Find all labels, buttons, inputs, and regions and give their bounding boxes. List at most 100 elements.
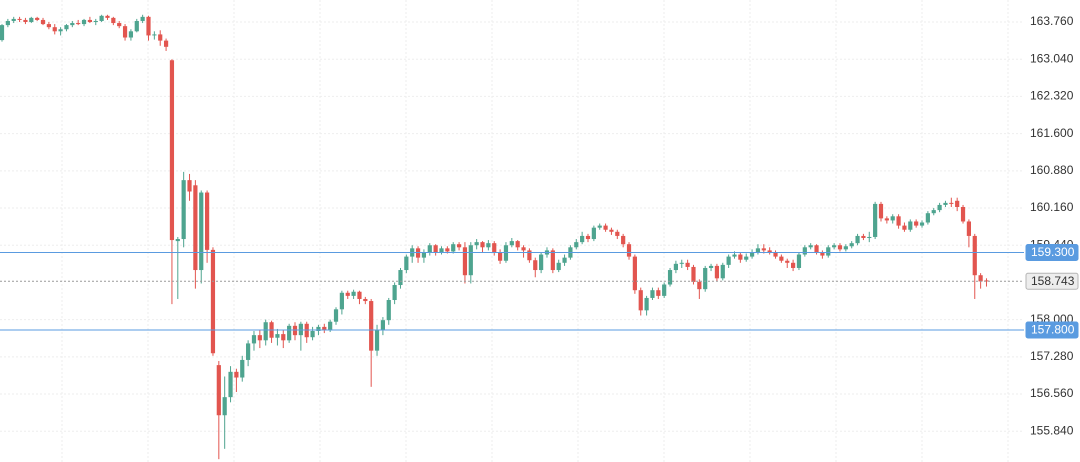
candle-body (832, 245, 837, 248)
candle-body (662, 284, 667, 296)
candle-body (908, 221, 913, 230)
y-tick-label: 161.600 (1030, 126, 1074, 140)
candle-body (275, 334, 280, 338)
candle-body (656, 290, 661, 296)
candle-body (52, 27, 57, 32)
candle-body (369, 301, 374, 351)
y-tick-label: 157.280 (1030, 349, 1074, 363)
candle-body (632, 256, 637, 291)
candle-body (867, 236, 872, 239)
candle-body (791, 262, 796, 268)
candle-body (949, 202, 954, 204)
candle-body (679, 262, 684, 264)
candle-body (158, 34, 163, 41)
candle-body (691, 266, 696, 282)
candle-body (603, 225, 608, 230)
candle-body (896, 216, 901, 226)
candle-body (621, 235, 626, 245)
candle-body (70, 23, 75, 26)
candle-body (849, 243, 854, 247)
candle-body (960, 206, 966, 222)
candle-body (884, 218, 889, 221)
y-tick-label: 162.320 (1030, 89, 1074, 103)
candle-body (814, 245, 819, 253)
candle-body (486, 243, 491, 248)
candle-body (492, 243, 497, 253)
candle-body (966, 221, 971, 236)
price-label: 157.800 (1031, 323, 1075, 337)
candle-body (433, 245, 438, 253)
candle-body (978, 275, 983, 282)
candle-body (714, 265, 720, 279)
candle-body (152, 34, 157, 36)
y-tick-label: 163.760 (1030, 14, 1074, 28)
candle-body (339, 292, 344, 310)
candle-body (609, 229, 614, 232)
candle-body (468, 245, 473, 276)
candle-body (105, 15, 110, 18)
candle-body (316, 326, 321, 332)
candle-body (550, 250, 555, 271)
candle-body (111, 17, 116, 24)
candle-body (873, 203, 878, 237)
candle-body (122, 26, 128, 38)
candle-body (562, 257, 567, 263)
candle-body (427, 245, 432, 253)
candle-body (257, 335, 262, 341)
candle-body (146, 16, 151, 36)
candle-body (451, 244, 456, 252)
candle-body (456, 244, 462, 248)
candle-body (404, 256, 409, 271)
candle-body (480, 242, 485, 248)
candle-body (738, 254, 743, 260)
candle-body (310, 331, 315, 338)
candle-body (673, 263, 678, 271)
candle-body (439, 248, 444, 253)
candle-body (40, 19, 46, 25)
candle-body (837, 245, 843, 250)
candle-body (246, 343, 251, 360)
candle-body (931, 210, 936, 214)
candle-body (421, 252, 427, 258)
candle-body (175, 239, 180, 242)
price-label-box (1025, 272, 1079, 290)
candle-body (117, 23, 122, 27)
candle-body (93, 20, 98, 23)
candle-body (644, 297, 649, 311)
candle-body (398, 270, 403, 286)
candle-body (304, 323, 309, 338)
candle-body (744, 256, 749, 260)
candle-body (216, 365, 221, 416)
candle-body (697, 281, 702, 290)
candle-body (943, 202, 948, 205)
candle-body (527, 250, 532, 261)
candle-body (292, 325, 298, 336)
candle-body (755, 248, 761, 253)
candle-body (597, 225, 602, 228)
candle-body (826, 247, 831, 256)
candle-body (556, 262, 561, 271)
candle-body (351, 291, 356, 296)
candle-body (181, 180, 186, 240)
candle-body (498, 252, 503, 261)
vertical-grid (61, 0, 1009, 462)
candle-body (984, 280, 989, 282)
candle-body (415, 248, 421, 258)
candle-body (773, 252, 778, 257)
y-tick-label: 155.840 (1030, 423, 1074, 437)
candle-body (328, 321, 333, 330)
candle-body (808, 245, 813, 248)
candle-body (890, 216, 895, 221)
candle-body (574, 242, 579, 248)
candle-body (580, 235, 585, 243)
candle-body (392, 285, 397, 301)
candle-body (591, 227, 596, 240)
candle-body (685, 262, 690, 267)
candle-body (380, 320, 385, 330)
candle-body (240, 359, 245, 378)
candle-body (81, 19, 87, 25)
candle-body (585, 235, 591, 240)
candle-body (796, 254, 802, 268)
